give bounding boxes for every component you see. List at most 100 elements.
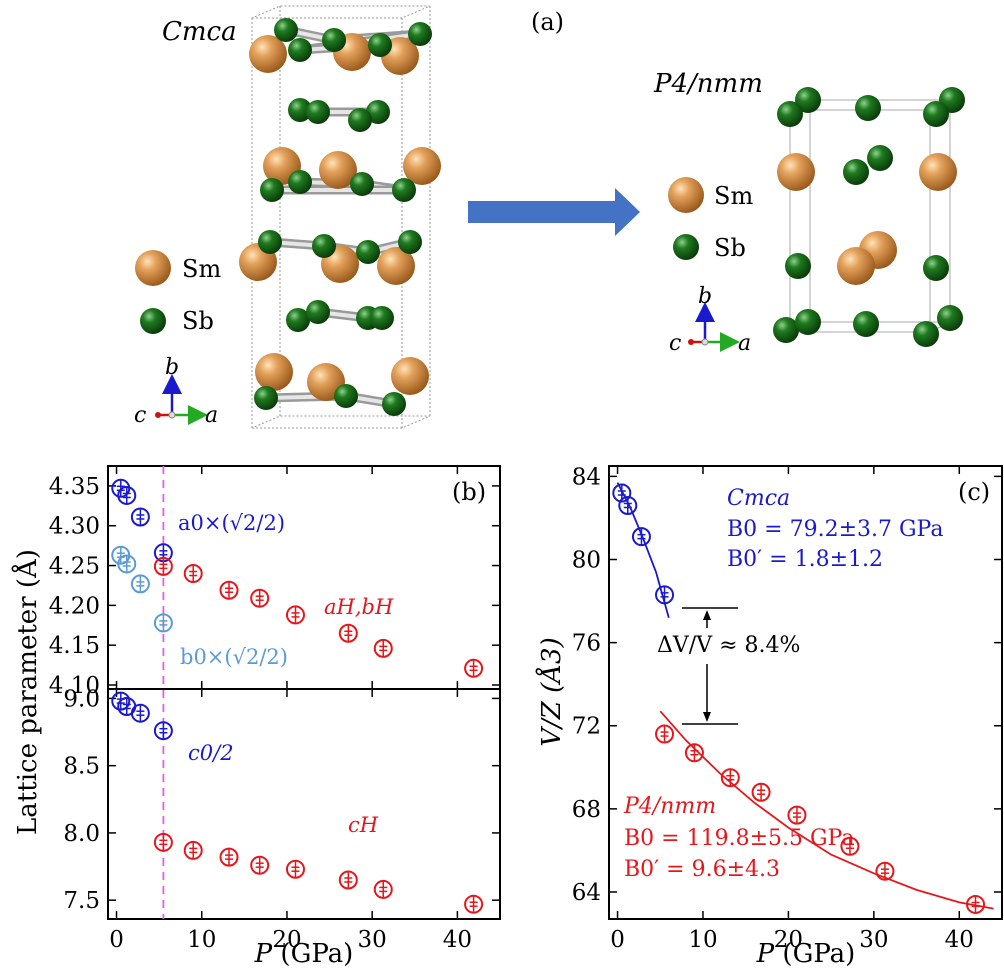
panel-b-bottom-axis: 7.5 8.0 8.5 9.0 0 10 20 30 40 [63,686,500,953]
cmca-structure [239,18,441,416]
sm-atom [837,247,875,285]
p4-fit-name: P4/nmm [623,794,716,819]
label-cH: cH [348,813,379,837]
panel-b-bottom-points [111,691,484,914]
data-point [219,847,239,867]
panel-b-top-points [111,478,484,678]
sb-atom [408,22,432,46]
p4-b0: B0 = 119.8±5.5 GPa [624,826,854,851]
x-tick-label: 20 [774,927,803,953]
panel-b-xlabel: P (GPa) [254,939,354,969]
y-tick-label: 4.25 [49,554,100,580]
volume-jump-indicator [682,607,738,725]
panel-b-label: (b) [452,478,486,506]
data-point [464,894,484,914]
data-point [130,574,150,594]
p4nmm-title: P4/nmm [653,69,763,99]
sm-atom [255,353,293,391]
panel-c-axis: 64 68 72 76 80 84 0 10 20 30 40 [572,464,1002,953]
data-point [117,554,137,574]
sm-legend-label: Sm [182,255,221,283]
sb-atom [254,386,278,410]
data-point [966,894,986,914]
panel-c-xlabel: P (GPa) [756,939,856,969]
data-point [751,782,771,802]
sb-atom [368,33,392,57]
sb-atom [348,108,372,132]
label-c0: c0/2 [188,741,234,765]
panel-c-points [612,483,986,914]
data-point [787,805,807,825]
axis-a-label-right: a [738,331,751,356]
x-tick-label: 40 [945,927,974,953]
data-point [250,855,270,875]
y-tick-label: 7.5 [63,888,100,914]
axis-c-label-right: c [669,331,681,356]
x-tick-label: 30 [358,927,387,953]
sb-legend-label-right: Sb [714,234,746,262]
y-tick-label: 9.0 [63,686,100,712]
sb-atom [306,300,330,324]
sb-atom [392,178,416,202]
sb-atom [288,98,312,122]
x-tick-label: 10 [688,927,717,953]
y-tick-label: 4.20 [49,593,100,619]
data-point [130,507,150,527]
axes-triad-right: b c a [669,284,751,356]
cmca-b0: B0 = 79.2±3.7 GPa [727,517,944,542]
sb-atom [334,384,358,408]
sm-atom [403,147,441,185]
data-point [285,859,305,879]
p4nmm-structure [773,87,965,347]
y-tick-label: 4.10 [49,673,100,699]
data-point [655,724,675,744]
sb-atom [937,305,963,331]
sm-atom [377,247,415,285]
sb-atom [923,101,949,127]
axis-b-label: b [165,355,179,380]
sb-atom [286,308,310,332]
label-aH: aH,bH [324,595,394,619]
data-point [618,495,638,515]
data-point [183,564,203,584]
panel-b-top-axis: 4.10 4.15 4.20 4.25 4.30 4.35 [49,466,500,699]
y-tick-label: 4.30 [49,514,100,540]
p4nmm-unit-cell [789,99,951,333]
panel-c-ylabel: V/Z (Å3) [535,637,567,746]
data-point [338,623,358,643]
label-a0: a0×(√2/2) [178,511,285,535]
y-tick-label: 8.0 [63,821,100,847]
axes-triad-left: b c a [134,355,218,428]
sb-atom [322,28,346,52]
sb-atom [382,392,406,416]
cmca-title: Cmca [162,17,237,47]
panel-a: (a) Cmca P4/nmm Sm Sb [134,5,965,429]
sb-legend-icon-right [673,234,699,260]
sb-atom [356,240,380,264]
sb-atom [260,178,284,202]
data-point [117,485,137,505]
sm-atom [319,151,357,189]
sb-atom [785,253,811,279]
axis-b-label-right: b [698,284,712,309]
sb-atom [777,101,803,127]
sm-atom [391,357,429,395]
panel-b-ylabel: Lattice parameter (Å) [11,549,43,835]
data-point [285,605,305,625]
y-tick-label: 64 [572,880,601,906]
y-tick-label: 84 [572,464,601,490]
x-tick-label: 10 [187,927,216,953]
sb-atom [288,170,312,194]
volume-jump-label: ΔV/V ≈ 8.4% [657,633,800,658]
axis-c-label: c [134,403,146,428]
sb-atom [366,100,390,124]
fit-curve [659,710,994,910]
sb-atom [306,100,330,124]
panel-b-top-frame [107,465,501,690]
panel-a-label: (a) [531,8,564,36]
data-point [720,768,740,788]
sb-atom [867,145,893,171]
sb-legend-icon [140,308,166,334]
data-point [250,588,270,608]
